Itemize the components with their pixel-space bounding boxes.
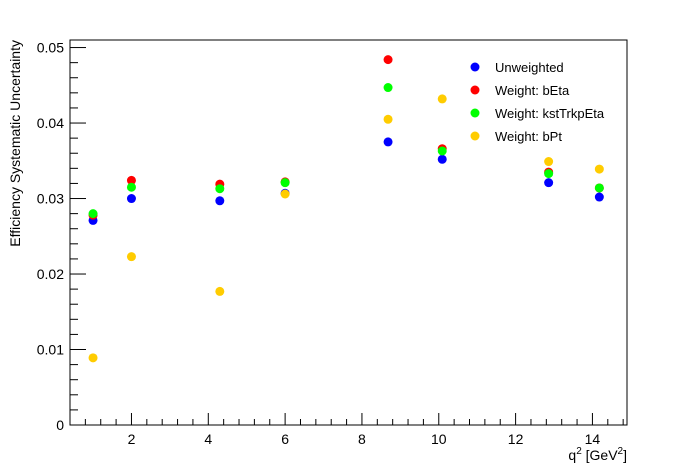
data-point-series-1 <box>594 192 604 202</box>
legend-marker <box>470 108 480 118</box>
data-point-series-1 <box>383 137 393 147</box>
data-point-series-3 <box>383 83 393 93</box>
data-point-series-3 <box>594 183 604 193</box>
data-point-series-4 <box>544 157 554 167</box>
plot-border <box>69 39 628 426</box>
x-axis-title-end: ] <box>623 447 627 463</box>
data-point-series-4 <box>88 353 98 363</box>
x-tick-label: 12 <box>508 431 524 447</box>
data-point-series-3 <box>280 178 290 188</box>
y-tick-label: 0.04 <box>37 115 64 131</box>
legend-marker <box>470 85 480 95</box>
x-axis-ticks: 2 4 6 8 10 12 14 <box>69 413 624 447</box>
data-point-series-4 <box>215 286 225 296</box>
data-point-series-1 <box>126 194 136 204</box>
legend-marker <box>470 62 480 72</box>
x-axis-title-q: q <box>568 447 576 463</box>
y-tick-label: 0.02 <box>37 266 64 282</box>
y-axis-title: Efficiency Systematic Uncertainty <box>7 40 23 247</box>
data-point-series-4 <box>594 164 604 174</box>
data-point-series-1 <box>215 196 225 206</box>
data-point-series-4 <box>126 252 136 262</box>
data-points <box>88 55 604 363</box>
x-tick-label: 10 <box>431 431 447 447</box>
legend-marker <box>470 131 480 141</box>
x-tick-label: 14 <box>585 431 601 447</box>
data-point-series-4 <box>383 114 393 124</box>
data-point-series-2 <box>383 55 393 65</box>
y-tick-label: 0 <box>56 417 64 433</box>
x-tick-label: 8 <box>358 431 366 447</box>
data-point-series-3 <box>437 146 447 156</box>
y-tick-label: 0.05 <box>37 40 64 56</box>
x-axis-title-unit: [GeV <box>582 447 618 463</box>
legend-label: Weight: bPt <box>495 129 562 144</box>
x-tick-label: 4 <box>204 431 212 447</box>
data-point-series-4 <box>437 94 447 104</box>
plot-frame <box>69 39 628 426</box>
legend-label: Unweighted <box>495 60 564 75</box>
x-tick-label: 6 <box>281 431 289 447</box>
legend-label: Weight: kstTrkpEta <box>495 106 605 121</box>
data-point-series-2 <box>126 175 136 185</box>
data-point-series-3 <box>544 169 554 179</box>
y-tick-label: 0.01 <box>37 342 64 358</box>
data-point-series-4 <box>280 189 290 199</box>
x-axis-title-unit-sup: 2 <box>618 446 624 457</box>
legend: Unweighted Weight: bEta Weight: kstTrkpEta… <box>470 60 605 144</box>
data-point-series-3 <box>88 209 98 219</box>
data-point-series-1 <box>544 178 554 188</box>
x-axis-title: q2 [GeV2] <box>568 446 627 463</box>
y-tick-label: 0.03 <box>37 191 64 207</box>
data-point-series-3 <box>126 182 136 192</box>
y-axis-ticks: 0 0.01 0.02 0.03 0.04 0.05 <box>37 40 86 433</box>
x-axis-title-sup: 2 <box>576 446 582 457</box>
legend-label: Weight: bEta <box>495 83 570 98</box>
data-point-series-1 <box>437 154 447 164</box>
data-point-series-3 <box>215 184 225 194</box>
x-tick-label: 2 <box>128 431 136 447</box>
